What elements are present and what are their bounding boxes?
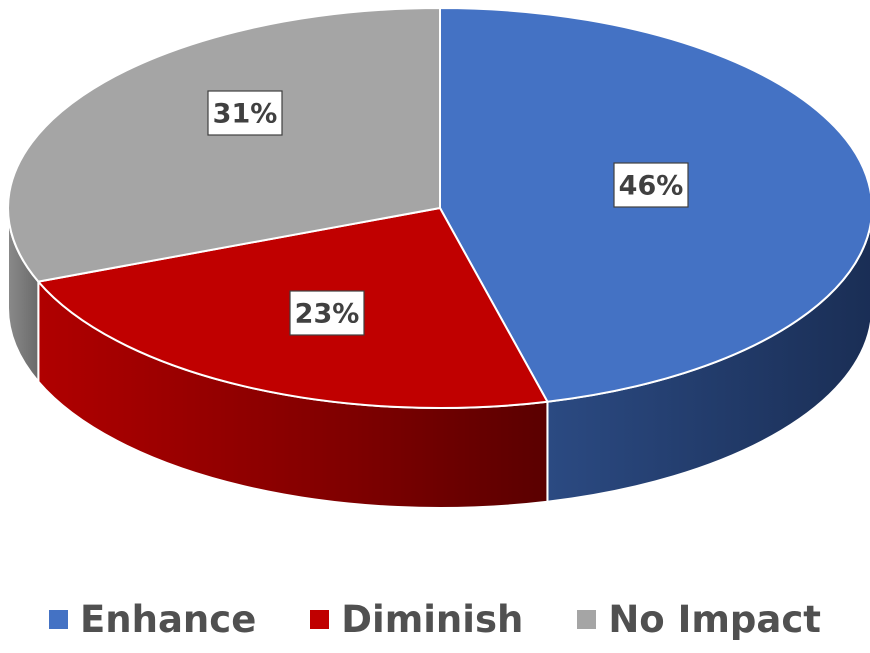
legend-label-diminish: Diminish xyxy=(341,597,524,641)
data-label-diminish: 23% xyxy=(289,290,365,336)
pie-slice-no-impact xyxy=(7,7,441,283)
data-label-no-impact: 31% xyxy=(207,90,283,136)
legend-item-no-impact: No Impact xyxy=(577,601,821,638)
data-label-text-enhance: 46% xyxy=(619,171,684,202)
data-label-box-enhance xyxy=(613,162,689,208)
legend-swatch-diminish xyxy=(310,609,330,629)
data-label-enhance: 46% xyxy=(613,162,689,208)
data-label-text-no-impact: 31% xyxy=(213,99,278,130)
legend-label-no-impact: No Impact xyxy=(608,597,821,641)
legend-swatch-enhance xyxy=(49,609,68,629)
data-label-box-no-impact xyxy=(207,90,283,136)
data-label-box-diminish xyxy=(289,290,365,336)
data-label-text-diminish: 23% xyxy=(295,299,360,330)
legend-swatch-no-impact xyxy=(577,609,597,629)
legend: Enhance Diminish No Impact xyxy=(0,594,870,644)
legend-item-diminish: Diminish xyxy=(310,601,523,638)
legend-item-enhance: Enhance xyxy=(49,601,256,638)
legend-label-enhance: Enhance xyxy=(80,597,257,641)
